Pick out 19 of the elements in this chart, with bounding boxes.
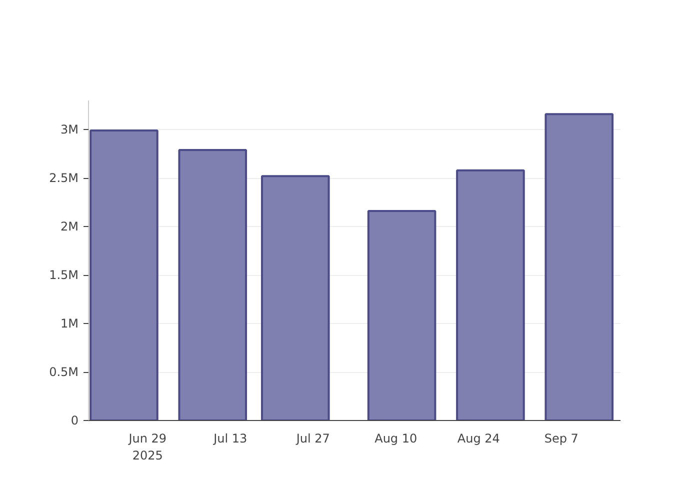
y-tick-label: 2.5M [49, 171, 78, 186]
x-tick-label: Sep 7 [544, 432, 578, 446]
x-tick-label: Jul 27 [295, 432, 330, 446]
bar [544, 113, 614, 420]
bar [178, 148, 248, 420]
bar [456, 169, 525, 420]
x-tick-label: Aug 24 [457, 432, 500, 446]
bar [260, 175, 330, 420]
x-tick-label: Aug 10 [374, 432, 418, 446]
x-tick-label: Jun 29 2025 [128, 432, 167, 462]
y-tick-label: 0 [70, 414, 79, 428]
y-tick-label: 1M [60, 316, 79, 331]
bar [90, 130, 158, 420]
y-tick-label: 1.5M [49, 268, 78, 282]
x-tick-label: Jul 13 [212, 432, 248, 446]
y-tick-label: 3M [60, 122, 79, 137]
y-tick-label: 2M [60, 220, 79, 234]
bar [367, 210, 436, 420]
y-tick-label: 0.5M [49, 365, 78, 380]
